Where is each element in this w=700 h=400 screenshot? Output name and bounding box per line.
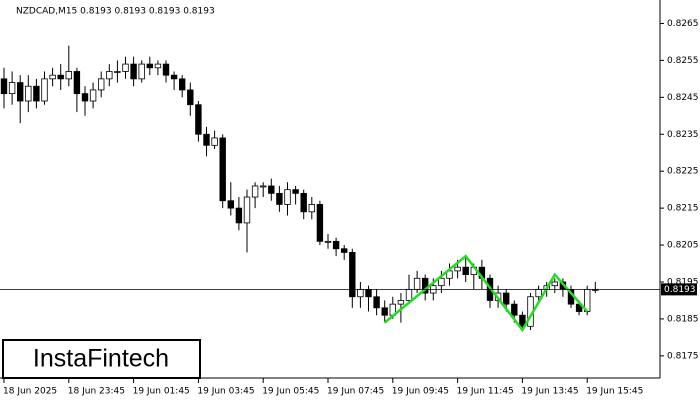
y-tick-label: 0.8215	[667, 204, 699, 214]
x-tick-label: 19 Jun 11:45	[457, 387, 514, 397]
candle-body	[551, 281, 558, 287]
candle-body	[49, 74, 56, 80]
y-tick-label: 0.8205	[667, 241, 699, 251]
y-tick-label: 0.8255	[667, 56, 699, 66]
candle-body	[381, 307, 388, 316]
candle-body	[340, 248, 348, 253]
current-price-label: 0.8193	[664, 285, 696, 295]
y-tick-label: 0.8185	[667, 314, 699, 324]
candle-body	[211, 137, 218, 146]
candle-body	[268, 185, 275, 194]
candle-body	[259, 185, 267, 188]
y-tick-label: 0.8225	[667, 167, 699, 177]
candle-body	[25, 85, 32, 102]
logo-text: InstaFintech	[33, 345, 169, 373]
candle-body	[397, 300, 405, 305]
candle-body	[357, 288, 364, 298]
candle-body	[373, 296, 380, 309]
candle-body	[316, 204, 324, 242]
chart-title: NZDCAD,M15 0.8193 0.8193 0.8193 0.8193	[16, 7, 215, 17]
candle-body	[511, 303, 518, 316]
candle-body	[203, 133, 210, 146]
candle-body	[146, 63, 153, 69]
candle-body	[106, 71, 113, 80]
y-tick-label: 0.8245	[667, 93, 699, 103]
candle-body	[243, 196, 251, 224]
candle-body	[89, 89, 97, 102]
candle-body	[413, 277, 421, 290]
candle-body	[57, 74, 64, 80]
candle-body	[235, 207, 243, 224]
candle-body	[251, 185, 259, 198]
candle-body	[300, 192, 307, 213]
candles	[0, 45, 599, 330]
candle-body	[73, 71, 81, 95]
candle-body	[365, 288, 372, 298]
candle-body	[276, 192, 283, 205]
logo-box	[2, 339, 201, 379]
candle-body	[41, 78, 48, 102]
candle-body	[33, 85, 40, 102]
candle-body	[154, 63, 162, 69]
candle-body	[130, 63, 137, 80]
candle-body	[122, 63, 129, 72]
candle-body	[65, 71, 72, 80]
candle-body	[16, 82, 24, 102]
candle-body	[519, 314, 526, 327]
x-tick-label: 19 Jun 07:45	[327, 387, 384, 397]
candle-body	[454, 266, 461, 272]
candle-body	[284, 189, 291, 205]
candle-body	[8, 82, 16, 95]
candle-body	[114, 71, 121, 73]
x-tick-label: 18 Jun 2025	[3, 387, 57, 397]
candle-body	[219, 137, 226, 202]
candle-body	[195, 104, 202, 135]
candle-body	[405, 288, 413, 301]
candle-body	[0, 78, 8, 95]
candle-body	[81, 93, 89, 102]
logo: InstaFintech	[2, 339, 201, 379]
candle-body	[227, 200, 234, 209]
y-tick-label: 0.8195	[667, 277, 699, 287]
y-tick-label: 0.8265	[667, 19, 699, 29]
x-tick-label: 19 Jun 03:45	[197, 387, 254, 397]
x-tick-label: 19 Jun 01:45	[133, 387, 190, 397]
candle-body	[535, 288, 542, 298]
candle-body	[502, 292, 510, 305]
candle-body	[308, 204, 315, 213]
candle-body	[187, 89, 194, 106]
candle-body	[324, 240, 332, 243]
candle-body	[178, 78, 186, 91]
candle-body	[332, 240, 340, 250]
candle-body	[349, 252, 356, 298]
candle-body	[292, 189, 299, 194]
candle-body	[438, 277, 445, 287]
x-tick-label: 19 Jun 13:45	[521, 387, 578, 397]
x-tick-label: 18 Jun 23:45	[68, 387, 125, 397]
x-tick-label: 19 Jun 09:45	[392, 387, 449, 397]
candle-body	[462, 266, 469, 275]
y-tick-label: 0.8235	[667, 130, 699, 140]
candle-body	[162, 63, 170, 76]
current-price-box	[661, 283, 697, 296]
x-tick-label: 19 Jun 15:45	[586, 387, 643, 397]
x-tick-label: 19 Jun 05:45	[262, 387, 319, 397]
y-tick-label: 0.8175	[667, 351, 699, 361]
candle-body	[170, 74, 178, 80]
pattern-line	[383, 254, 589, 333]
candle-body	[138, 63, 145, 80]
candle-body	[98, 78, 105, 91]
